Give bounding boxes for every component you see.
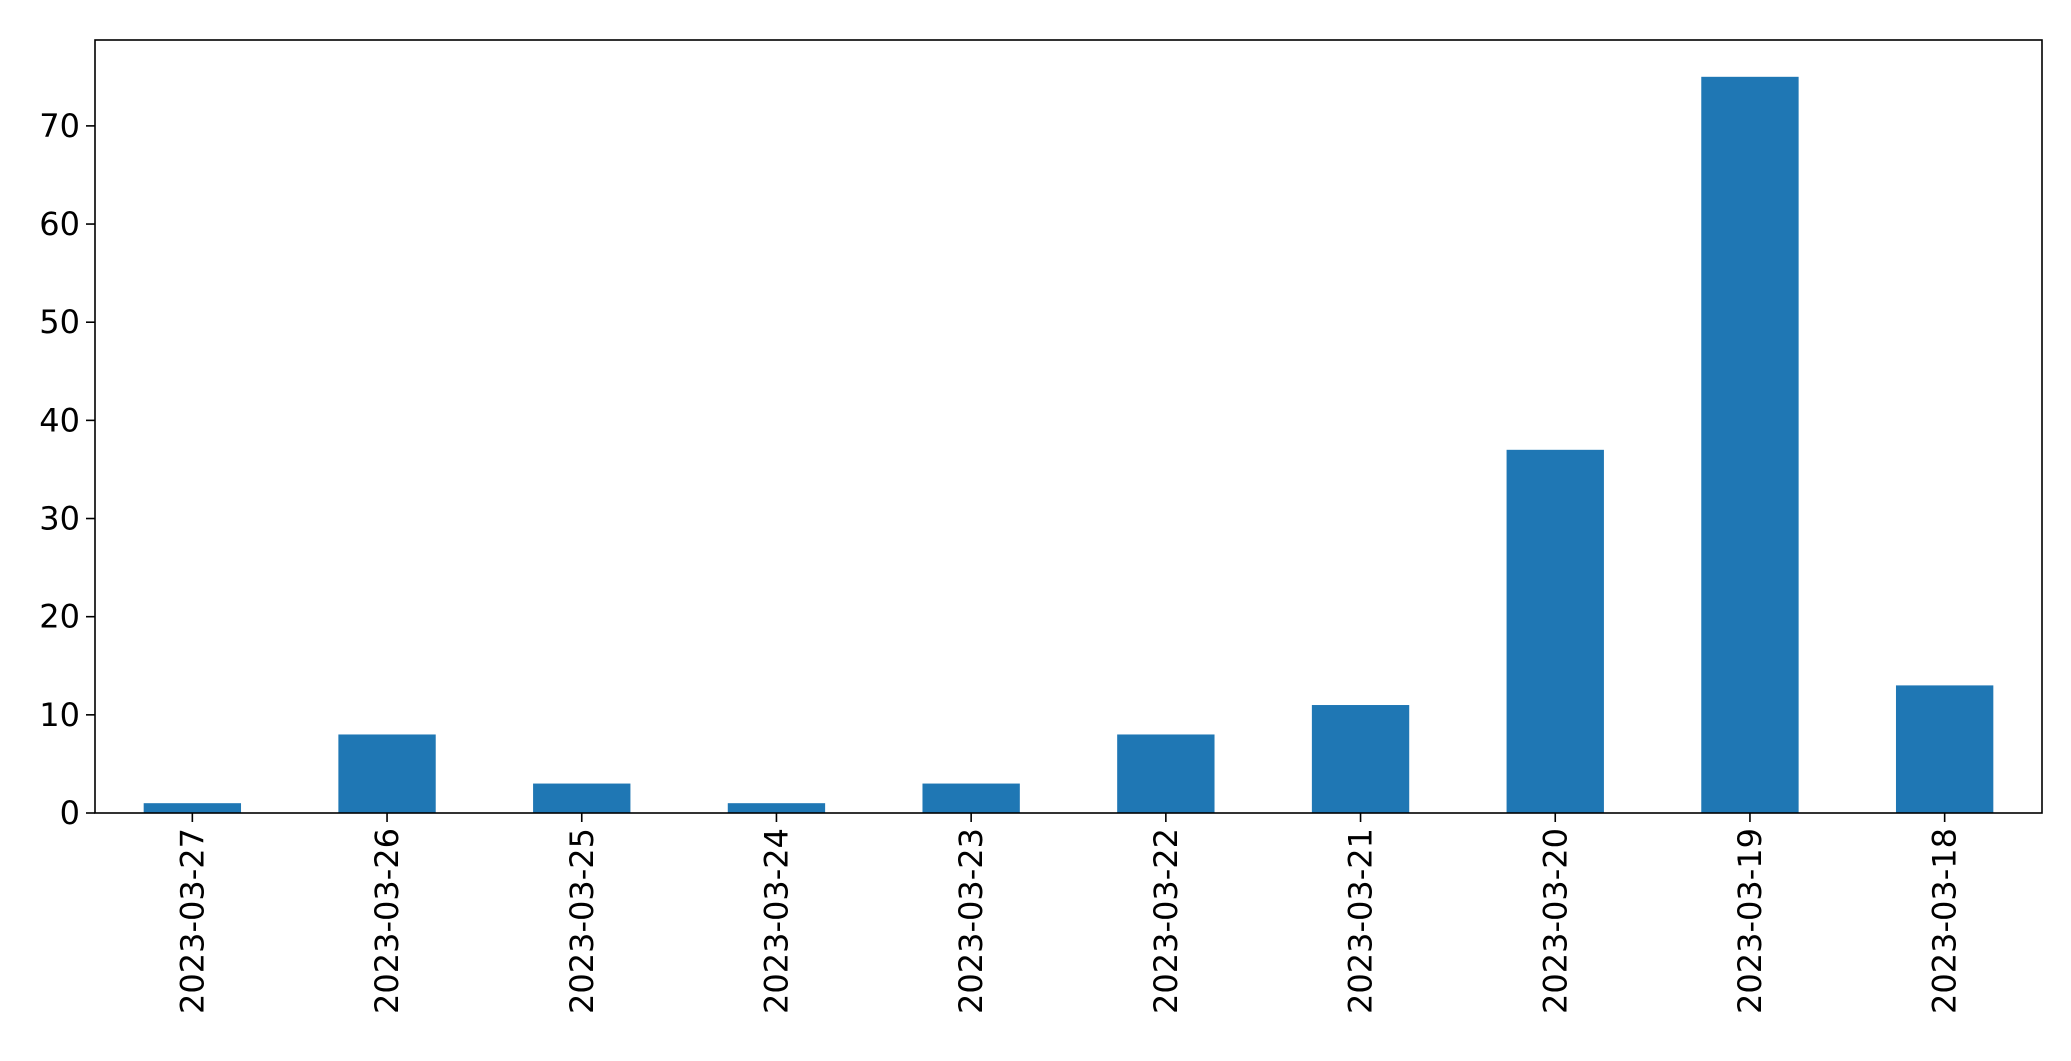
bar-2023-03-20: [1506, 449, 1604, 813]
y-axis: 0 10 20 30 40 50 60 70: [39, 107, 95, 832]
bar-2023-03-26: [338, 734, 436, 813]
bar-2023-03-19: [1701, 76, 1799, 814]
x-tick-label: 2023-03-23: [952, 828, 990, 1014]
x-tick-label: 2023-03-26: [368, 828, 406, 1014]
y-tick-label: 10: [39, 696, 80, 734]
x-axis: 2023-03-27 2023-03-26 2023-03-25 2023-03-24…: [173, 813, 1964, 1014]
y-tick-label: 40: [39, 401, 80, 439]
x-tick-label: 2023-03-20: [1536, 828, 1574, 1014]
y-tick-label: 0: [60, 794, 80, 832]
bar-2023-03-23: [922, 783, 1020, 813]
bar-2023-03-18: [1895, 685, 1994, 813]
bar-2023-03-27: [143, 803, 242, 813]
x-tick-label: 2023-03-22: [1147, 828, 1185, 1014]
x-tick-label: 2023-03-25: [563, 828, 601, 1014]
x-tick-label: 2023-03-18: [1926, 828, 1964, 1014]
x-tick-label: 2023-03-19: [1731, 828, 1769, 1014]
y-tick-label: 50: [39, 303, 80, 341]
bars-layer: [143, 76, 1994, 814]
bar-2023-03-22: [1117, 734, 1215, 813]
y-tick-label: 20: [39, 598, 80, 636]
x-tick-label: 2023-03-27: [173, 828, 211, 1014]
x-tick-label: 2023-03-24: [757, 828, 795, 1014]
y-tick-label: 70: [39, 107, 80, 145]
bar-2023-03-21: [1311, 705, 1410, 813]
bar-2023-03-25: [533, 783, 631, 813]
bar-2023-03-24: [727, 803, 826, 813]
x-tick-label: 2023-03-21: [1342, 828, 1380, 1014]
y-tick-label: 30: [39, 500, 80, 538]
y-tick-label: 60: [39, 205, 80, 243]
plot-frame: [94, 39, 2043, 814]
